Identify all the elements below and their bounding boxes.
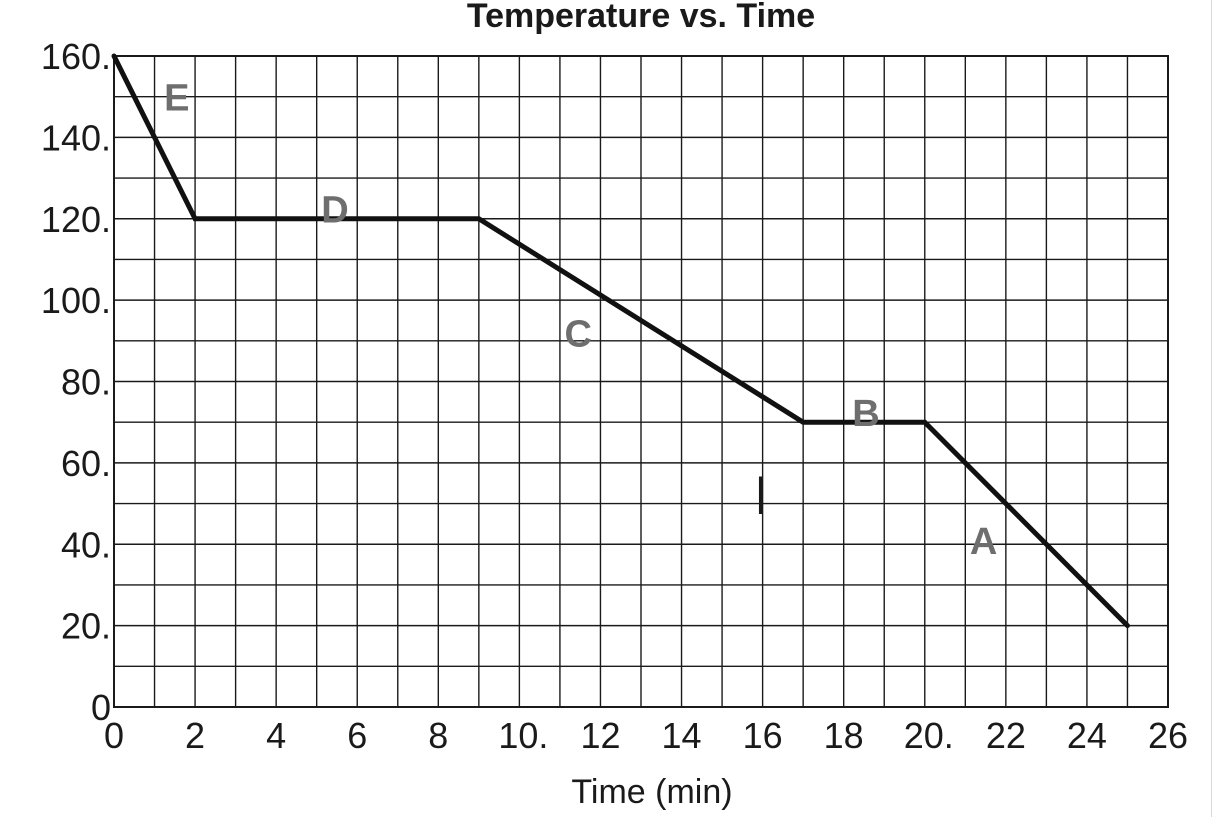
y-axis-ticks: 0 20. 40. 60. 80. 100. 120. 140. 160. — [41, 36, 111, 728]
chart-title: Temperature vs. Time — [467, 0, 815, 35]
x-tick-label: 20. — [904, 715, 954, 756]
x-axis-title: Time (min) — [571, 773, 732, 811]
x-tick-label: 0 — [104, 715, 124, 756]
y-tick-label: 20. — [61, 606, 111, 647]
segment-label-c: C — [564, 314, 591, 356]
x-tick-label: 16 — [743, 715, 783, 756]
segment-label-b: B — [852, 393, 879, 435]
x-tick-label: 10. — [498, 715, 548, 756]
y-tick-label: 40. — [61, 524, 111, 565]
x-tick-label: 24 — [1067, 715, 1107, 756]
x-axis-ticks: 0 2 4 6 8 10. 12 14 16 18 20. 22 24 26 — [104, 715, 1188, 756]
x-tick-label: 26 — [1148, 715, 1188, 756]
x-tick-label: 14 — [662, 715, 702, 756]
temperature-series-line — [111, 53, 1130, 629]
x-tick-label: 2 — [185, 715, 205, 756]
x-tick-label: 6 — [347, 715, 367, 756]
grid — [113, 55, 1169, 708]
segment-label-a: A — [970, 521, 997, 563]
segment-labels: E D C B A | — [164, 78, 997, 563]
x-tick-label: 8 — [428, 715, 448, 756]
y-tick-label: 100. — [41, 280, 111, 321]
series-layer — [111, 53, 1130, 629]
y-tick-label: 80. — [61, 362, 111, 403]
y-tick-label: 120. — [41, 199, 111, 240]
y-tick-label: 160. — [41, 36, 111, 77]
y-tick-label: 0 — [91, 687, 111, 728]
window-edge — [1211, 0, 1212, 817]
x-tick-label: 18 — [824, 715, 864, 756]
x-tick-label: 12 — [580, 715, 620, 756]
x-tick-label: 22 — [986, 715, 1026, 756]
y-tick-label: 140. — [41, 117, 111, 158]
stray-tick-mark: | — [755, 470, 765, 514]
segment-label-e: E — [164, 78, 189, 120]
y-tick-label: 60. — [61, 443, 111, 484]
segment-label-d: D — [321, 190, 348, 232]
plot-frame — [113, 55, 1169, 708]
x-tick-label: 4 — [266, 715, 286, 756]
